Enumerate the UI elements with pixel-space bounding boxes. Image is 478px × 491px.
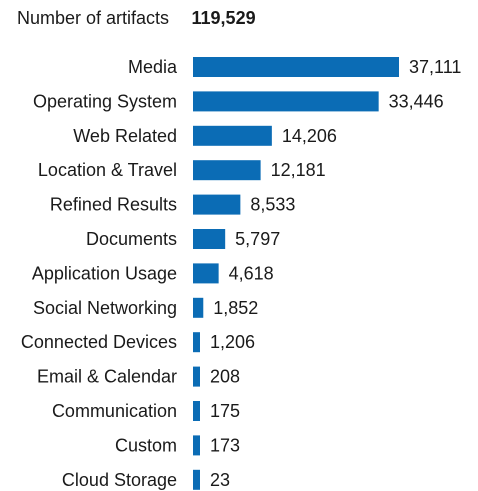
bar-custom[interactable]	[193, 435, 200, 456]
bar-cloud-storage[interactable]	[193, 469, 200, 490]
bar-operating-system[interactable]	[193, 91, 379, 112]
category-label-communication: Communication	[52, 401, 177, 421]
artifact-count-total: 119,529	[191, 8, 256, 28]
value-label-custom: 173	[210, 435, 240, 455]
bar-social-networking[interactable]	[193, 297, 204, 318]
value-label-cloud-storage: 23	[210, 470, 230, 490]
value-label-web-related: 14,206	[282, 126, 337, 146]
category-label-operating-system: Operating System	[33, 91, 177, 111]
bar-media[interactable]	[193, 57, 399, 77]
bar-location-and-travel[interactable]	[193, 160, 261, 181]
category-label-application-usage: Application Usage	[32, 263, 177, 283]
value-label-operating-system: 33,446	[389, 91, 444, 111]
category-label-custom: Custom	[115, 435, 177, 455]
category-label-email-and-calendar: Email & Calendar	[37, 367, 177, 387]
bar-application-usage[interactable]	[193, 263, 219, 284]
value-label-documents: 5,797	[235, 229, 280, 249]
bar-email-and-calendar[interactable]	[193, 366, 200, 387]
bar-connected-devices[interactable]	[193, 332, 200, 353]
category-label-refined-results: Refined Results	[50, 195, 177, 215]
value-label-application-usage: 4,618	[229, 263, 274, 283]
value-label-refined-results: 8,533	[250, 195, 295, 215]
category-label-media: Media	[128, 57, 178, 77]
category-label-connected-devices: Connected Devices	[21, 332, 177, 352]
value-label-connected-devices: 1,206	[210, 332, 255, 352]
value-label-media: 37,111	[409, 57, 461, 77]
value-label-communication: 175	[210, 401, 240, 421]
category-label-social-networking: Social Networking	[33, 298, 177, 318]
bar-documents[interactable]	[193, 229, 226, 249]
artifact-count-label: Number of artifacts	[17, 8, 170, 28]
category-label-cloud-storage: Cloud Storage	[62, 470, 177, 490]
bar-communication[interactable]	[193, 401, 200, 421]
category-label-location-and-travel: Location & Travel	[38, 160, 177, 180]
category-label-web-related: Web Related	[73, 126, 177, 146]
value-label-email-and-calendar: 208	[210, 367, 240, 387]
artifact-count-header: Number of artifacts 119,529	[17, 8, 256, 34]
value-label-social-networking: 1,852	[213, 298, 258, 318]
bar-refined-results[interactable]	[193, 194, 241, 215]
category-label-documents: Documents	[86, 229, 177, 249]
value-label-location-and-travel: 12,181	[271, 160, 326, 180]
bar-web-related[interactable]	[193, 125, 272, 146]
